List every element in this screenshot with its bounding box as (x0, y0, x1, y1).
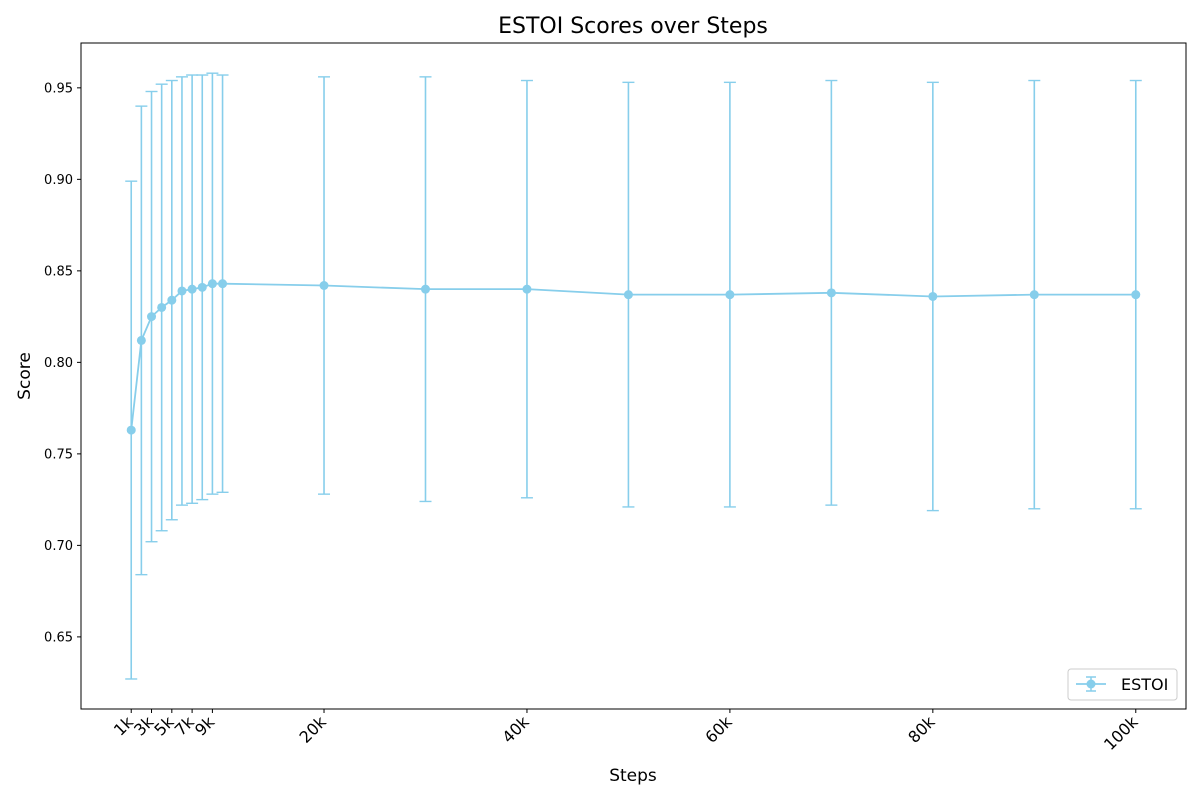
legend-marker (1086, 679, 1096, 689)
data-point (420, 284, 430, 294)
legend-label: ESTOI (1121, 675, 1168, 694)
axes-frame (80, 42, 1187, 710)
y-tick-label: 0.75 (44, 447, 73, 462)
y-tick-label: 0.70 (44, 539, 73, 554)
data-point (177, 286, 187, 296)
data-point (319, 280, 329, 290)
data-point (623, 290, 633, 300)
x-tick-label: 9k (191, 712, 219, 740)
data-point (167, 295, 177, 305)
data-point (187, 284, 197, 294)
data-point (147, 312, 157, 322)
x-axis-label: Steps (609, 766, 657, 786)
data-point (1029, 290, 1039, 300)
data-point (725, 290, 735, 300)
series-line-0 (130, 282, 1136, 431)
y-tick-label: 0.80 (44, 356, 73, 371)
data-point (136, 335, 146, 345)
x-tick-label: 40k (498, 712, 533, 747)
x-tick-label: 60k (701, 712, 736, 747)
data-point (218, 279, 228, 289)
plot-area (125, 72, 1142, 680)
y-axis-label: Score (15, 352, 35, 400)
chart-title: ESTOI Scores over Steps (498, 14, 768, 39)
x-tick-label: 20k (295, 712, 330, 747)
data-point (928, 291, 938, 301)
data-point (197, 282, 207, 292)
data-point (126, 425, 136, 435)
data-point (826, 288, 836, 298)
y-tick-label: 0.95 (44, 81, 73, 96)
data-point (207, 279, 217, 289)
legend: ESTOI (1067, 668, 1178, 701)
y-tick-label: 0.90 (44, 173, 73, 188)
x-tick-label: 100k (1100, 712, 1142, 754)
y-axis-ticks: 0.65 0.70 0.75 0.80 0.85 0.90 0.95 (44, 81, 81, 645)
y-tick-label: 0.65 (44, 630, 73, 645)
y-tick-label: 0.85 (44, 264, 73, 279)
data-point (157, 302, 167, 312)
data-point (1131, 290, 1141, 300)
data-point (522, 284, 532, 294)
x-tick-label: 80k (904, 712, 939, 747)
